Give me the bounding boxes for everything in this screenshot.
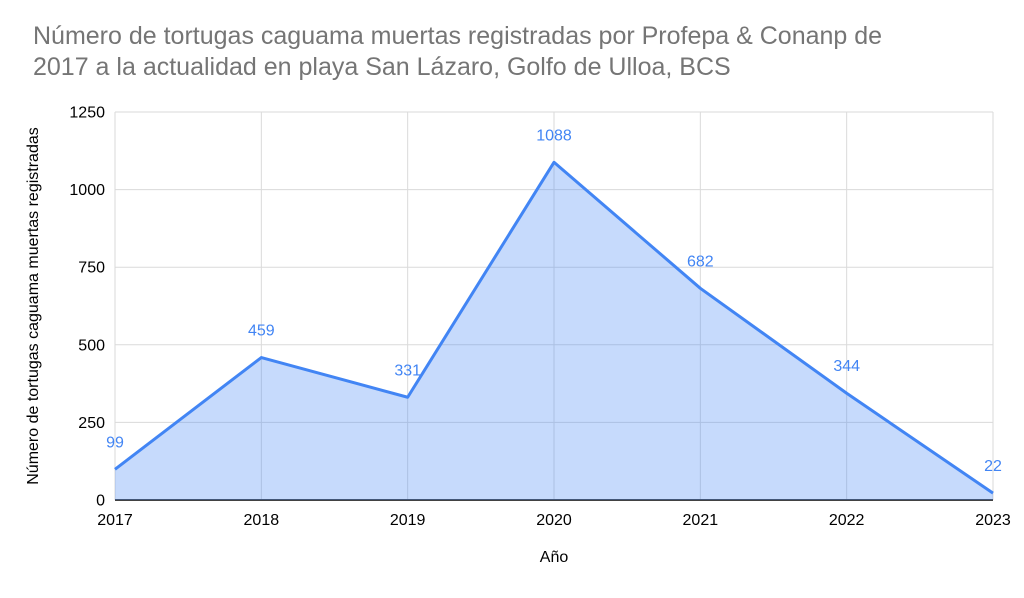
chart-title-line-1: Número de tortugas caguama muertas regis… (33, 22, 883, 50)
x-tick-label: 2022 (829, 512, 865, 529)
x-tick-label: 2020 (536, 512, 572, 529)
gridlines (114, 111, 994, 500)
data-point-label: 459 (248, 323, 275, 340)
data-point-label: 331 (394, 362, 421, 379)
data-labels: 99 459 331 1088 682 344 22 (106, 127, 1002, 475)
chart-title-line-2: 2017 a la actualidad en playa San Lázaro… (33, 53, 731, 81)
x-tick-label: 2017 (97, 512, 133, 529)
x-tick-label: 2021 (683, 512, 719, 529)
data-point-label: 1088 (536, 127, 572, 144)
series-line (114, 160, 994, 495)
y-tick-label: 750 (78, 260, 105, 277)
data-point-label: 99 (106, 434, 124, 451)
tick-labels: 0 250 500 750 1000 1250 2017 2018 2019 2020 2021 20… (69, 105, 1010, 530)
axis-titles: Año Número de tortugas caguama muertas re… (25, 127, 568, 566)
data-point-label: 344 (833, 358, 860, 375)
y-axis-title: Número de tortugas caguama muertas regis… (25, 127, 42, 485)
x-tick-label: 2023 (975, 512, 1011, 529)
chart-title: Número de tortugas caguama muertas regis… (33, 21, 882, 83)
y-tick-label: 1000 (69, 182, 105, 199)
data-point-label: 682 (687, 253, 714, 270)
x-tick-label: 2018 (244, 512, 280, 529)
y-tick-label: 500 (78, 337, 105, 354)
data-point-label: 22 (984, 458, 1002, 475)
area-series (114, 160, 994, 501)
area-fill (115, 162, 993, 501)
y-tick-label: 1250 (69, 105, 105, 122)
y-tick-label: 250 (78, 415, 105, 432)
x-axis-title: Año (540, 549, 569, 566)
x-tick-label: 2019 (390, 512, 426, 529)
y-tick-label: 0 (96, 493, 105, 510)
